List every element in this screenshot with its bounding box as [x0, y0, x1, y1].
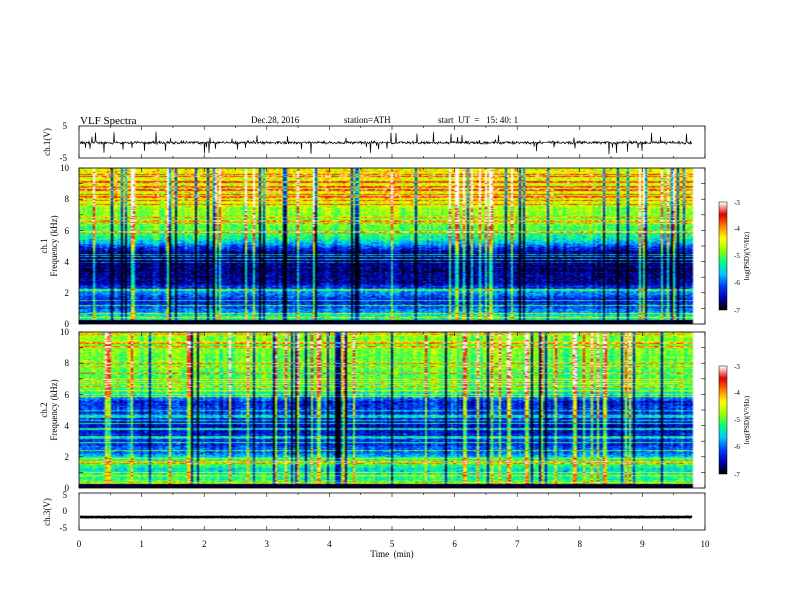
- ch2-cb-tick-m4: -4: [734, 389, 740, 397]
- ch3-waveform-panel: 5 0 -5 ch.3(V) 0 1 2 3 4 5 6 7 8 9 10 Time (min): [42, 490, 710, 559]
- ch1-ytick-2: 2: [65, 288, 70, 298]
- ch2-ytick-0: 0: [65, 483, 70, 493]
- ch2-ytick-8: 8: [65, 358, 70, 368]
- ch2-colorbar: -3 -4 -5 -6 -7 log(PSD)(V²/Hz): [718, 363, 751, 479]
- ch3-ytick-top: 5: [63, 490, 68, 500]
- date-label: Dec.28, 2016: [251, 115, 300, 125]
- ch3-ytick-mid: 0: [63, 506, 68, 516]
- ch1-cb-tick-m5: -5: [734, 252, 740, 260]
- ch1-spectrogram-ticks: [78, 167, 706, 325]
- ch2-colorbar-label: log(PSD)(V²/Hz): [743, 395, 751, 444]
- ch1-waveform-trace: [79, 131, 693, 155]
- x-ticklabel-7: 7: [515, 539, 520, 549]
- ch1-waveform-frame: [78, 125, 706, 159]
- ch2-spec-ylabel-freq: Frequency (kHz): [49, 379, 59, 440]
- ch1-cb-tick-m7: -7: [734, 307, 740, 315]
- ch1-waveform-series: [79, 131, 693, 155]
- x-ticklabel-0: 0: [77, 539, 82, 549]
- x-ticklabel-9: 9: [640, 539, 645, 549]
- ch2-cb-tick-m5: -5: [734, 416, 740, 424]
- ch3-ytick-bottom: -5: [60, 523, 68, 533]
- ch2-colorbar-image: [719, 366, 727, 474]
- x-axis-label: Time (min): [370, 549, 413, 559]
- ch1-colorbar-label: log(PSD)(V²/Hz): [743, 231, 751, 280]
- x-ticklabel-8: 8: [578, 539, 583, 549]
- x-ticklabel-10: 10: [701, 539, 711, 549]
- start-time-label: start UT = 15: 40: 1: [438, 115, 518, 125]
- ch1-spectrogram-image: [79, 168, 705, 324]
- ch2-colorbar-frame: [718, 365, 728, 475]
- ch1-ytick-4: 4: [65, 257, 70, 267]
- ch2-spectrogram-image: [79, 332, 705, 488]
- ch1-ytick-bottom: -5: [60, 153, 68, 163]
- ch1-colorbar-frame: [718, 201, 728, 311]
- ch3-waveform-series: [80, 515, 693, 519]
- ch2-ytick-2: 2: [65, 452, 70, 462]
- ch1-colorbar: -3 -4 -5 -6 -7 log(PSD)(V²/Hz): [718, 199, 751, 315]
- ch1-ytick-6: 6: [65, 226, 70, 236]
- ch1-waveform-ticks: [78, 126, 706, 158]
- x-ticklabel-6: 6: [452, 539, 457, 549]
- ch2-spec-ylabel-channel: ch.2: [39, 402, 49, 417]
- x-ticklabel-1: 1: [139, 539, 144, 549]
- ch1-cb-tick-m4: -4: [734, 225, 740, 233]
- ch3-ylabel: ch.3(V): [42, 498, 52, 526]
- ch1-waveform-panel: 5 -5 ch.1(V): [42, 121, 706, 163]
- ch2-cb-tick-m7: -7: [734, 471, 740, 479]
- x-ticklabel-3: 3: [265, 539, 270, 549]
- ch2-ytick-10: 10: [60, 327, 70, 337]
- ch1-spectrogram-panel: 0 2 4 6 8 10 ch.1 Frequency (kHz) -3 -4 …: [39, 163, 751, 329]
- ch2-cb-tick-m3: -3: [734, 363, 740, 371]
- ch2-freq-ticklabels: 0 2 4 6 8 10: [60, 327, 70, 493]
- ch2-cb-tick-m6: -6: [734, 443, 740, 451]
- time-axis-ticklabels: 0 1 2 3 4 5 6 7 8 9 10: [77, 539, 710, 549]
- ch1-spec-ylabel-freq: Frequency (kHz): [49, 215, 59, 276]
- x-ticklabel-5: 5: [390, 539, 395, 549]
- ch1-ytick-8: 8: [65, 194, 70, 204]
- ch1-colorbar-image: [719, 202, 727, 310]
- ch3-waveform-ticks: [78, 493, 706, 530]
- ch3-waveform-frame: [78, 492, 706, 531]
- x-ticklabel-4: 4: [327, 539, 332, 549]
- ch1-spec-ylabel-channel: ch.1: [39, 238, 49, 253]
- ch1-freq-ticklabels: 0 2 4 6 8 10: [60, 163, 70, 329]
- ch2-ytick-4: 4: [65, 421, 70, 431]
- ch1-ylabel: ch.1(V): [42, 128, 52, 156]
- ch3-waveform-trace: [80, 515, 693, 519]
- figure-title: VLF Spectra: [80, 115, 137, 127]
- ch1-ytick-0: 0: [65, 319, 70, 329]
- ch1-cb-tick-m3: -3: [734, 199, 740, 207]
- ch1-cb-tick-m6: -6: [734, 279, 740, 287]
- ch2-ytick-6: 6: [65, 390, 70, 400]
- ch2-spectrogram-panel: 0 2 4 6 8 10 ch.2 Frequency (kHz) -3 -4 …: [39, 327, 751, 493]
- ch2-spectrogram-ticks: [78, 331, 706, 489]
- x-ticklabel-2: 2: [202, 539, 207, 549]
- station-label: station=ATH: [344, 115, 391, 125]
- ch1-ytick-top: 5: [63, 121, 68, 131]
- ch1-ytick-10: 10: [60, 163, 70, 173]
